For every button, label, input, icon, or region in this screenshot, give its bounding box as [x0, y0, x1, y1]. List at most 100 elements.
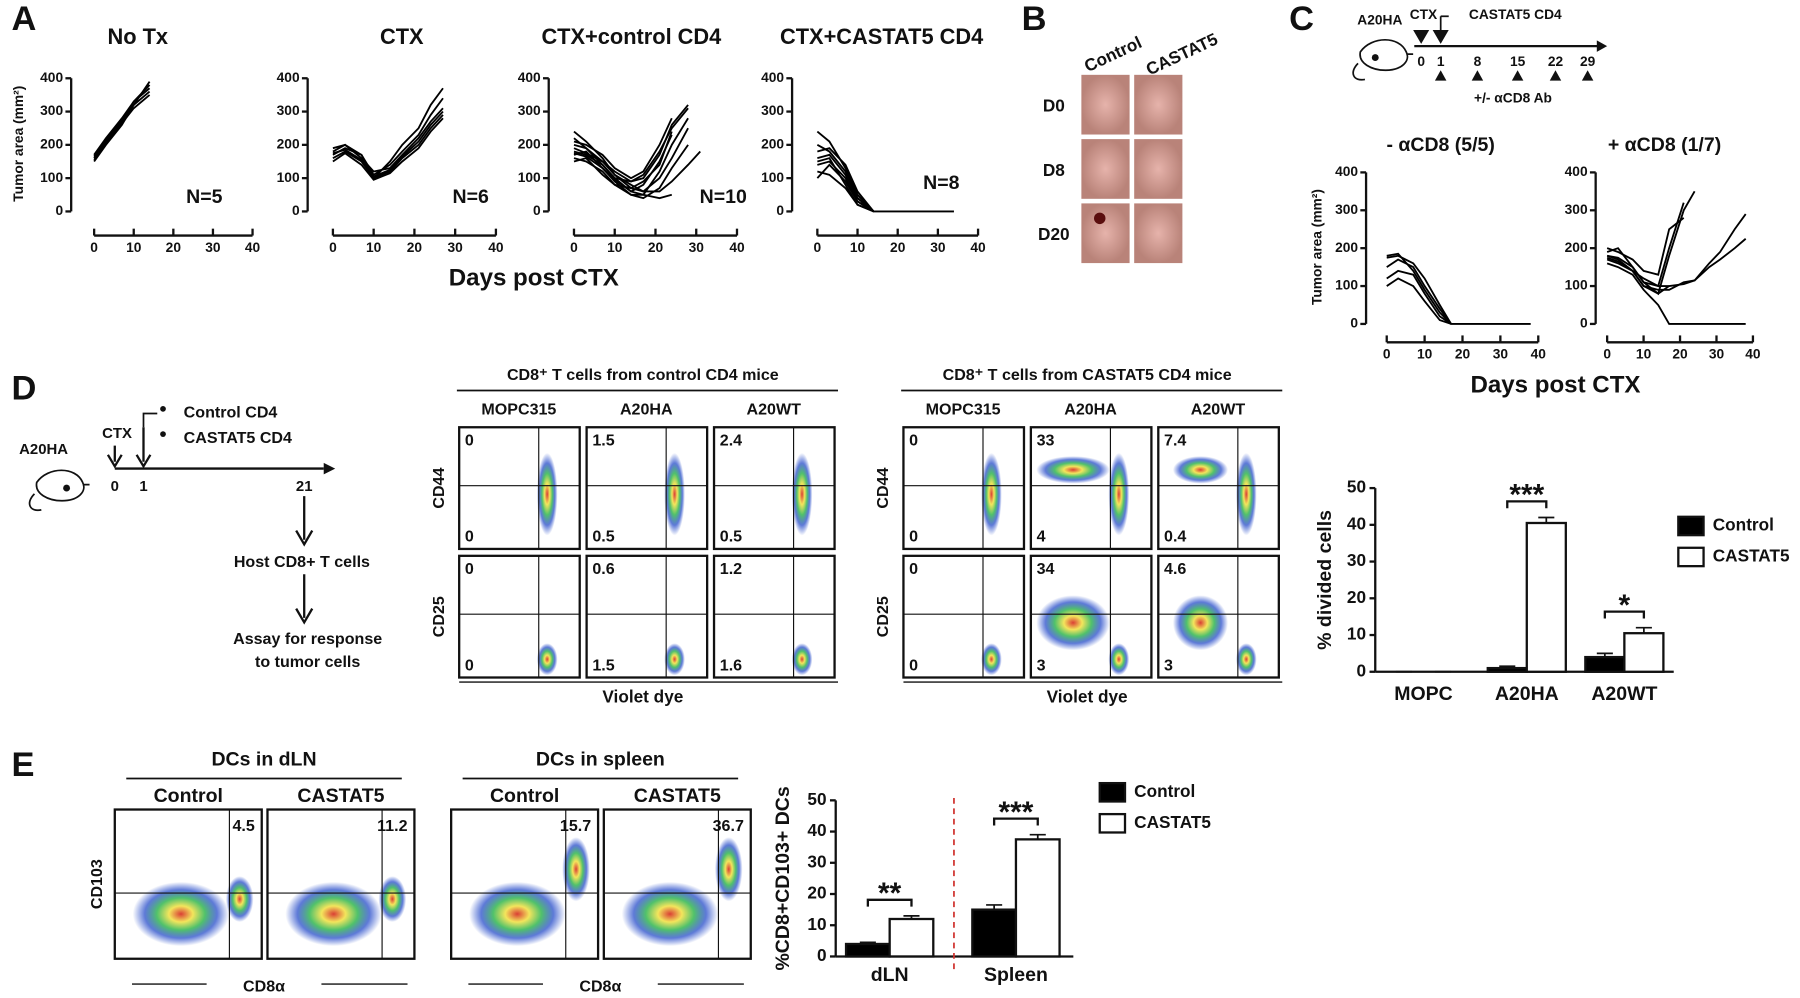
error-bar [1029, 833, 1046, 840]
antibody-marker [1549, 70, 1562, 81]
bar [1486, 666, 1528, 673]
chart-title: CTX+control CD4 [541, 24, 721, 49]
y-axis-label: %CD8+CD103+ DCs [772, 786, 794, 970]
timeline-label: +/- αCD8 Ab [1474, 91, 1552, 106]
panel-label: E [11, 746, 34, 784]
timeline-day: 8 [1474, 54, 1482, 69]
cell-density [1036, 456, 1110, 484]
row-label: D0 [1043, 96, 1065, 116]
tumor-line [332, 107, 444, 173]
flow-arrow [295, 496, 314, 625]
flow-plot [902, 554, 1026, 679]
flow-plot [458, 554, 581, 679]
quadrant-value: 0.5 [592, 528, 614, 546]
group-dot [160, 431, 166, 438]
quadrant-value: 0 [909, 528, 918, 546]
significance-bracket [1603, 610, 1646, 619]
y-tick-label: 100 [518, 170, 541, 185]
cell-density [1235, 643, 1257, 676]
column-label: A20WT [746, 400, 801, 418]
legend-label: CASTAT5 [1134, 812, 1211, 832]
cell-density [1108, 643, 1130, 676]
error-bar [1538, 516, 1555, 523]
x-tick-label: 10 [366, 240, 382, 255]
y-tick-label: 0 [1580, 316, 1588, 331]
cell-density [791, 643, 813, 676]
y-tick-label: 0 [533, 203, 541, 218]
x-tick-label: MOPC [1394, 683, 1453, 705]
y-tick-label: 300 [1335, 202, 1358, 217]
x-tick-label: dLN [871, 964, 909, 986]
flow-plot [585, 426, 709, 551]
x-tick-label: 30 [689, 240, 705, 255]
x-tick-label: A20WT [1591, 683, 1657, 705]
x-tick-label: 20 [648, 240, 664, 255]
group-dot [160, 406, 166, 412]
panel-label: B [1022, 0, 1047, 38]
x-tick-label: 20 [1672, 347, 1688, 362]
quadrant-value: 0 [909, 656, 918, 674]
bar [1014, 838, 1061, 958]
tumor-line [573, 152, 673, 200]
significance-bracket [992, 817, 1039, 826]
marker-label: CD25 [430, 596, 448, 637]
timeline-day: 0 [111, 478, 119, 495]
marker-label: CD44 [430, 468, 448, 509]
column-label: Control [154, 785, 223, 807]
arrowhead [323, 462, 336, 475]
x-tick-label: 10 [607, 240, 623, 255]
tumor-photo [1081, 139, 1130, 199]
column-label: A20WT [1191, 400, 1246, 418]
x-tick-label: 40 [1745, 347, 1761, 362]
x-tick-label: 0 [329, 240, 337, 255]
y-tick-label: 20 [807, 883, 826, 903]
x-tick-label: 40 [1531, 347, 1547, 362]
cell-density [664, 452, 685, 536]
significance-bracket [1506, 500, 1548, 509]
cell-density [714, 837, 743, 902]
quadrant-value: 4 [1037, 528, 1046, 546]
y-tick-label: 200 [1335, 240, 1358, 255]
cell-density [621, 881, 719, 947]
x-tick-label: 0 [814, 240, 822, 255]
flow-plot [712, 426, 836, 551]
tumor-line [573, 104, 689, 183]
annotation: N=8 [923, 172, 959, 194]
significance: *** [1509, 479, 1544, 512]
tumor-line [573, 117, 673, 180]
quadrant-value: 0.6 [592, 560, 614, 578]
tumor-line [1386, 254, 1531, 325]
y-tick-label: 10 [1347, 624, 1366, 644]
quadrant-value: 0 [465, 560, 474, 578]
y-tick-label: 400 [1335, 164, 1358, 179]
y-tick-label: 200 [40, 136, 63, 151]
tumor-line [332, 114, 444, 180]
tumor-dot [63, 484, 71, 492]
column-label: MOPC315 [481, 400, 556, 418]
y-tick-label: 400 [1565, 164, 1588, 179]
x-tick-label: 30 [205, 240, 221, 255]
quadrant-value: 2.4 [720, 431, 742, 449]
tumor-line [1386, 269, 1452, 325]
antibody-marker [1471, 70, 1484, 81]
significance: ** [878, 877, 902, 910]
error-bar [1635, 626, 1652, 634]
cell-density [981, 452, 1002, 536]
panel-label: A [11, 0, 36, 38]
x-tick-label: 0 [90, 240, 98, 255]
column-label: MOPC315 [926, 400, 1001, 418]
injection-marker [1413, 30, 1430, 44]
error-bar [903, 915, 920, 919]
tumor-photo [1081, 74, 1130, 135]
cell-density [981, 643, 1002, 676]
antibody-marker [1511, 70, 1524, 81]
x-tick-label: 30 [448, 240, 464, 255]
y-tick-label: 50 [807, 789, 826, 809]
x-tick-label: 40 [488, 240, 504, 255]
x-tick-label: 30 [1709, 347, 1725, 362]
y-tick-label: 100 [1565, 278, 1588, 293]
tumor-line [1386, 258, 1452, 325]
injection-marker [1432, 30, 1449, 44]
quadrant-value: 33 [1037, 431, 1055, 449]
